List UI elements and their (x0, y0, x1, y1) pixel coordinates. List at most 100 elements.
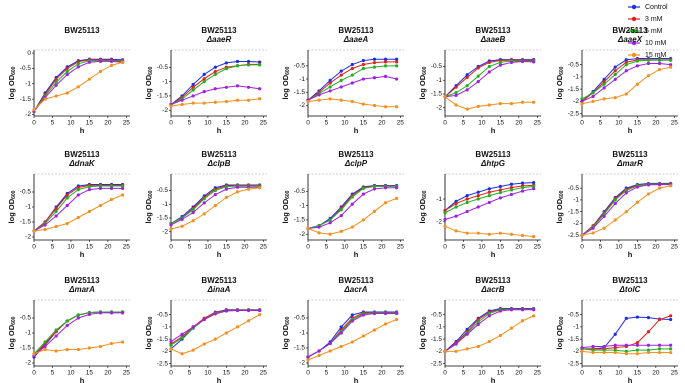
data-point (454, 214, 458, 218)
panel-title: BW25113 (64, 26, 100, 35)
y-tick-label: -1 (25, 204, 31, 211)
panel-title: BW25113 (612, 26, 648, 35)
data-point (121, 193, 125, 197)
data-point (613, 350, 617, 355)
x-tick-label: 25 (123, 120, 131, 127)
data-point (591, 348, 595, 352)
data-point (465, 75, 469, 80)
data-point (624, 352, 628, 356)
series-line (307, 184, 397, 230)
y-tick-label: -1.5 (157, 215, 169, 222)
data-point (669, 317, 673, 322)
data-point (306, 226, 310, 231)
data-point (361, 58, 365, 63)
data-point (669, 314, 673, 318)
y-axis-label: log OD600 (555, 190, 565, 223)
data-point (180, 336, 184, 340)
y-tick-label: -2 (573, 98, 579, 105)
data-point (350, 66, 354, 71)
series-line (33, 184, 123, 232)
data-point (657, 186, 662, 190)
data-point (520, 100, 525, 104)
x-tick-label: 0 (32, 244, 36, 251)
x-tick-label: 10 (478, 370, 486, 377)
x-axis-label: h (354, 250, 359, 259)
data-point (328, 85, 332, 89)
data-point (87, 77, 91, 81)
y-tick-label: -1 (573, 197, 579, 204)
y-axis-label-main: log OD (555, 198, 564, 223)
data-point (339, 325, 343, 329)
data-point (454, 85, 458, 89)
data-point (646, 330, 651, 334)
data-point (476, 66, 480, 70)
data-point (465, 209, 469, 214)
data-point (657, 67, 662, 72)
data-point (109, 59, 114, 63)
data-point (635, 343, 639, 347)
y-axis-label: log OD600 (7, 316, 17, 349)
data-point (169, 104, 173, 108)
y-axis-label: log OD600 (281, 316, 291, 349)
data-point (258, 186, 262, 190)
data-point (339, 214, 343, 218)
data-point (646, 74, 651, 78)
data-point (476, 197, 480, 201)
y-tick-label: -2.5 (431, 360, 443, 367)
data-point (54, 334, 58, 338)
x-axis-label: h (491, 250, 496, 259)
data-point (532, 181, 536, 185)
x-tick-label: 25 (534, 244, 542, 251)
data-point (613, 348, 617, 352)
panel-title: BW25113 (338, 276, 374, 285)
data-point (372, 209, 377, 213)
x-tick-label: 25 (397, 120, 405, 127)
data-point (317, 98, 321, 102)
data-point (657, 347, 662, 351)
x-axis-label: h (354, 376, 359, 383)
y-tick-label: -1 (573, 324, 579, 331)
y-axis-label-sub: 600 (559, 316, 565, 325)
data-point (613, 96, 617, 100)
y-tick-label: -0.5 (20, 65, 32, 72)
x-tick-label: 20 (515, 244, 523, 251)
data-point (520, 189, 525, 193)
x-tick-label: 25 (260, 370, 268, 377)
data-point (635, 315, 639, 319)
y-tick-label: -2 (299, 102, 305, 109)
x-tick-label: 20 (104, 244, 112, 251)
data-point (476, 194, 480, 198)
data-point (635, 185, 639, 189)
legend-label: 15 mM (645, 52, 667, 59)
data-point (383, 201, 388, 205)
data-point (180, 352, 184, 356)
data-point (395, 57, 399, 61)
data-point (246, 59, 251, 64)
data-point (532, 314, 536, 318)
data-point (109, 186, 114, 190)
data-point (121, 60, 125, 64)
x-tick-label: 10 (67, 244, 75, 251)
data-point (454, 201, 458, 206)
data-point (180, 98, 184, 102)
data-point (65, 203, 69, 208)
data-point (235, 185, 240, 189)
x-tick-label: 15 (360, 244, 368, 251)
panel-subtitle: ΔacrA (343, 285, 367, 294)
data-point (580, 102, 584, 106)
data-point (487, 314, 491, 318)
data-point (202, 317, 206, 322)
data-point (646, 58, 651, 62)
data-point (372, 57, 377, 61)
data-point (646, 61, 651, 66)
data-point (202, 77, 206, 81)
y-tick-label: -1.5 (20, 96, 32, 103)
x-tick-label: 0 (169, 120, 173, 127)
data-point (476, 322, 480, 327)
y-tick-label: -1.5 (568, 336, 580, 343)
data-point (443, 217, 447, 222)
panel-title: BW25113 (64, 276, 100, 285)
panel-title: BW25113 (201, 26, 237, 35)
data-point (509, 186, 514, 190)
data-point (76, 193, 80, 197)
